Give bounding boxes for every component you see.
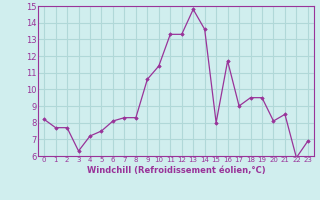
X-axis label: Windchill (Refroidissement éolien,°C): Windchill (Refroidissement éolien,°C) <box>87 166 265 175</box>
